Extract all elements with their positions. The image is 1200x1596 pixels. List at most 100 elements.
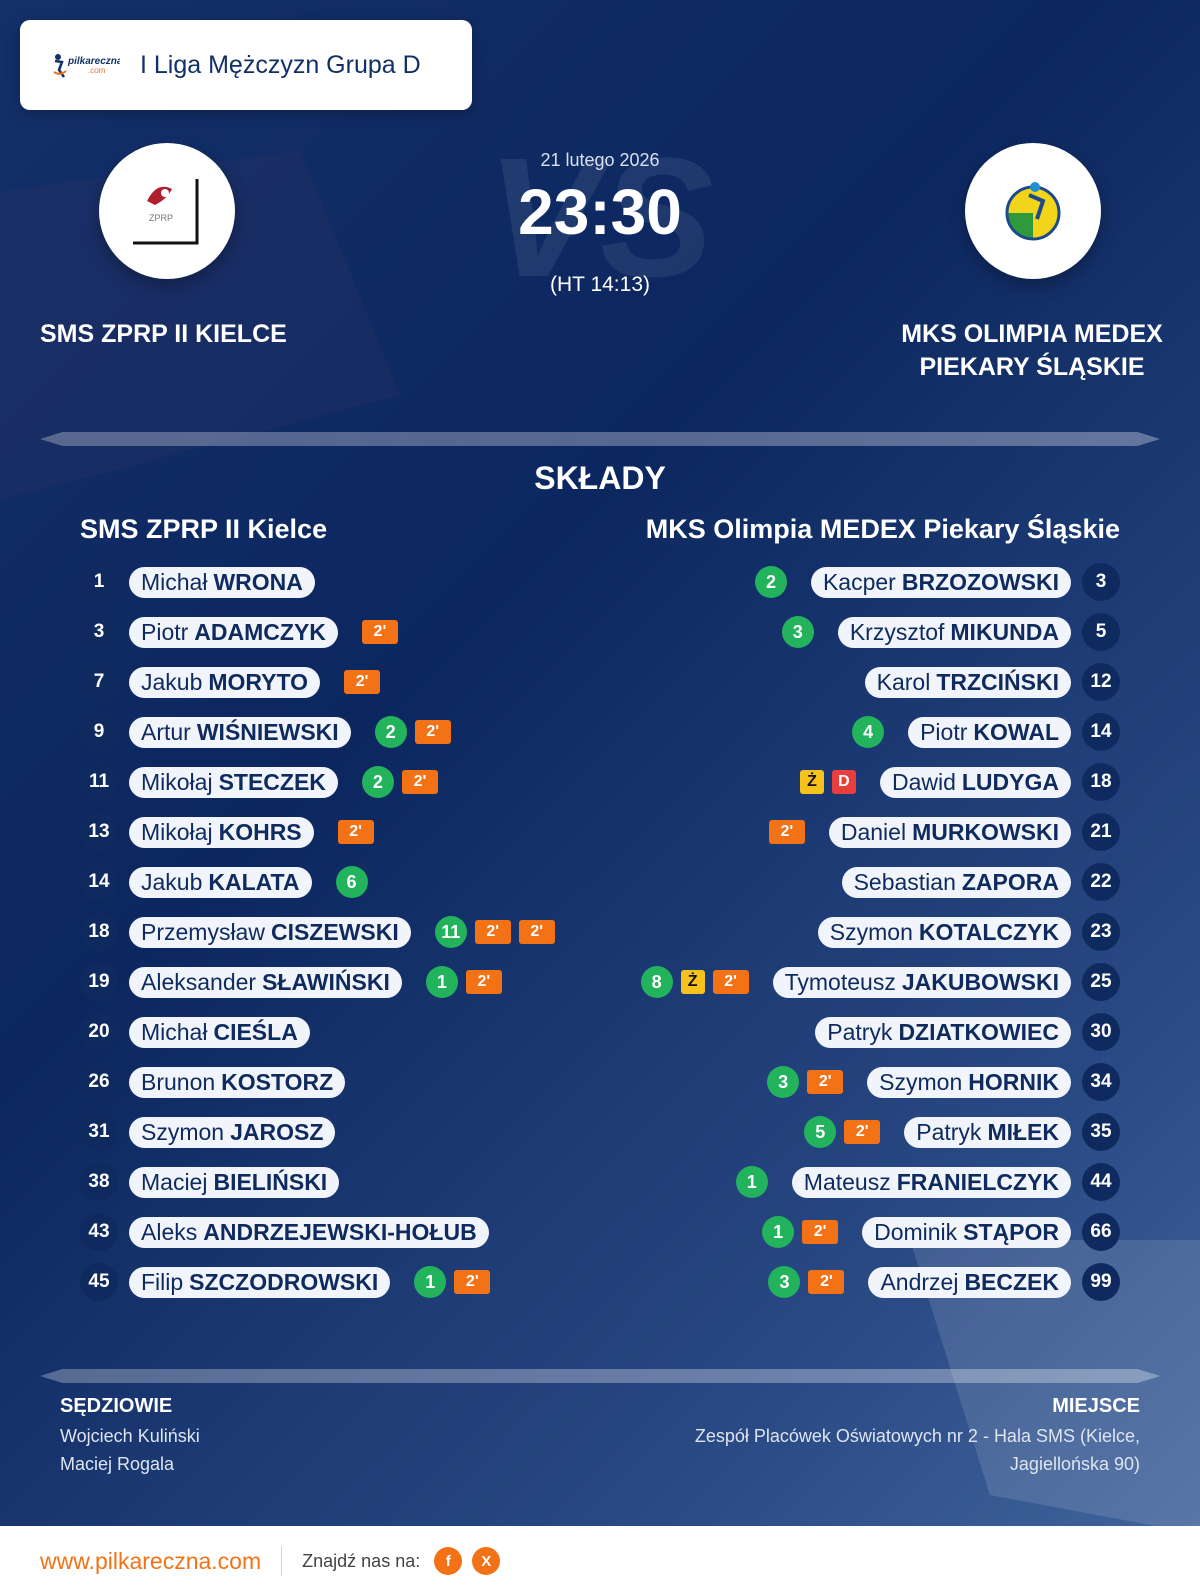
player-name: Brunon KOSTORZ	[129, 1066, 346, 1098]
player-name: Patryk MIŁEK	[904, 1116, 1071, 1148]
player-first-name: Szymon	[879, 1068, 963, 1095]
player-row: 19 Aleksander SŁAWIŃSKI 1 2'	[80, 957, 555, 1007]
goals-badge: 4	[852, 716, 885, 748]
player-events: 3	[781, 616, 814, 648]
player-last-name: WIŚNIEWSKI	[196, 718, 339, 745]
player-last-name: STĄPOR	[963, 1218, 1059, 1245]
player-events: 2'	[361, 620, 398, 644]
player-row: 18 Przemysław CISZEWSKI 11 2' 2'	[80, 907, 555, 957]
player-first-name: Maciej	[141, 1168, 208, 1195]
player-first-name: Mikołaj	[141, 818, 213, 845]
player-name: Filip SZCZODROWSKI	[129, 1266, 391, 1298]
goals-badge: 2	[374, 716, 407, 748]
player-number: 20	[80, 1013, 118, 1051]
player-row: Szymon KOTALCZYK 23	[641, 907, 1120, 957]
player-last-name: BIELIŃSKI	[213, 1168, 328, 1195]
player-name: Przemysław CISZEWSKI	[129, 916, 411, 948]
player-name: Krzysztof MIKUNDA	[837, 616, 1071, 648]
player-name: Szymon JAROSZ	[129, 1116, 336, 1148]
player-first-name: Karol	[876, 668, 931, 695]
player-last-name: WRONA	[213, 568, 303, 595]
player-last-name: LUDYGA	[961, 768, 1059, 795]
player-first-name: Patryk	[827, 1018, 893, 1045]
player-first-name: Jakub	[141, 668, 203, 695]
player-row: 1 2' Dominik STĄPOR 66	[641, 1207, 1120, 1257]
away-team-name-line2: PIEKARY ŚLĄSKIE	[919, 353, 1145, 381]
player-first-name: Piotr	[920, 718, 968, 745]
player-number: 22	[1082, 863, 1120, 901]
player-last-name: FRANIELCZYK	[896, 1168, 1059, 1195]
player-number: 14	[80, 863, 118, 901]
player-first-name: Patryk	[916, 1118, 982, 1145]
player-name: Jakub KALATA	[129, 866, 312, 898]
away-lineup-heading: MKS Olimpia MEDEX Piekary Śląskie	[645, 514, 1120, 544]
player-row: 8 Ż 2' Tymoteusz JAKUBOWSKI 25	[640, 957, 1120, 1007]
player-first-name: Michał	[141, 568, 208, 595]
player-events: 1 2'	[414, 1266, 491, 1298]
player-row: 26 Brunon KOSTORZ	[80, 1057, 555, 1107]
goals-badge: 6	[335, 866, 368, 898]
player-row: 45 Filip SZCZODROWSKI 1 2'	[80, 1257, 555, 1307]
away-team-name: MKS OLIMPIA MEDEX PIEKARY ŚLĄSKIE	[862, 318, 1200, 384]
player-first-name: Aleks	[141, 1218, 198, 1245]
player-first-name: Mateusz	[803, 1168, 891, 1195]
player-first-name: Szymon	[829, 918, 913, 945]
suspension-badge: 2'	[474, 920, 511, 944]
suspension-badge: 2'	[768, 820, 805, 844]
goals-badge: 1	[425, 966, 458, 998]
officials-title: SĘDZIOWIE	[60, 1395, 173, 1417]
player-events: 6	[335, 866, 368, 898]
yellow-card-badge: Ż	[799, 770, 824, 794]
home-lineup-heading: SMS ZPRP II Kielce	[80, 514, 328, 544]
player-name: Karol TRZCIŃSKI	[864, 666, 1071, 698]
player-first-name: Sebastian	[853, 868, 956, 895]
player-number: 35	[1082, 1113, 1120, 1151]
suspension-badge: 2'	[802, 1220, 839, 1244]
player-number: 1	[80, 563, 118, 601]
player-row: Patryk DZIATKOWIEC 30	[641, 1007, 1120, 1057]
facebook-icon[interactable]: f	[434, 1547, 463, 1575]
player-events: 5 2'	[804, 1116, 881, 1148]
away-team-logo	[965, 143, 1101, 279]
player-number: 19	[80, 963, 118, 1001]
player-name: Andrzej BECZEK	[868, 1266, 1071, 1298]
home-lineup: 1 Michał WRONA 3 Piotr ADAMCZYK 2' 7 Jakub MORYTO…	[80, 557, 555, 1307]
player-row: 5 2' Patryk MIŁEK 35	[641, 1107, 1120, 1157]
player-last-name: KOWAL	[973, 718, 1059, 745]
player-row: 2' Daniel MURKOWSKI 21	[641, 807, 1120, 857]
player-last-name: ZAPORA	[961, 868, 1059, 895]
player-name: Patryk DZIATKOWIEC	[815, 1016, 1071, 1048]
red-card-badge: D	[831, 770, 856, 794]
final-score: 23:30	[518, 176, 682, 248]
home-team-logo: ZPRP	[99, 143, 235, 279]
player-name: Michał CIEŚLA	[129, 1016, 310, 1048]
player-row: 11 Mikołaj STECZEK 2 2'	[80, 757, 555, 807]
player-name: Piotr KOWAL	[908, 716, 1071, 748]
suspension-badge: 2'	[344, 670, 381, 694]
player-last-name: KOHRS	[218, 818, 302, 845]
player-last-name: MURKOWSKI	[912, 818, 1059, 845]
player-name: Daniel MURKOWSKI	[828, 816, 1071, 848]
venue-address: Zespół Placówek Oświatowych nr 2 - Hala …	[695, 1422, 1140, 1478]
away-team-name-line1: MKS OLIMPIA MEDEX	[901, 320, 1163, 348]
suspension-badge: 2'	[361, 620, 398, 644]
player-last-name: JAROSZ	[230, 1118, 324, 1145]
player-number: 18	[1082, 763, 1120, 801]
player-first-name: Aleksander	[141, 968, 257, 995]
player-row: 3 Krzysztof MIKUNDA 5	[641, 607, 1120, 657]
svg-text:pilkareczna: pilkareczna	[67, 56, 120, 67]
player-row: 7 Jakub MORYTO 2'	[80, 657, 555, 707]
player-first-name: Michał	[141, 1018, 208, 1045]
player-events: 11 2' 2'	[434, 916, 555, 948]
player-row: 14 Jakub KALATA 6	[80, 857, 555, 907]
pilkareczna-logo: pilkareczna .com	[50, 50, 123, 80]
x-icon[interactable]: X	[472, 1547, 501, 1575]
player-events: 2 2'	[374, 716, 451, 748]
player-name: Szymon HORNIK	[867, 1066, 1071, 1098]
player-row: 43 Aleks ANDRZEJEWSKI-HOŁUB	[80, 1207, 555, 1257]
player-first-name: Tymoteusz	[784, 968, 896, 995]
match-date: 21 lutego 2026	[540, 150, 660, 170]
player-name: Maciej BIELIŃSKI	[129, 1166, 340, 1198]
goals-badge: 1	[414, 1266, 447, 1298]
website-link[interactable]: www.pilkareczna.com	[40, 1547, 262, 1574]
